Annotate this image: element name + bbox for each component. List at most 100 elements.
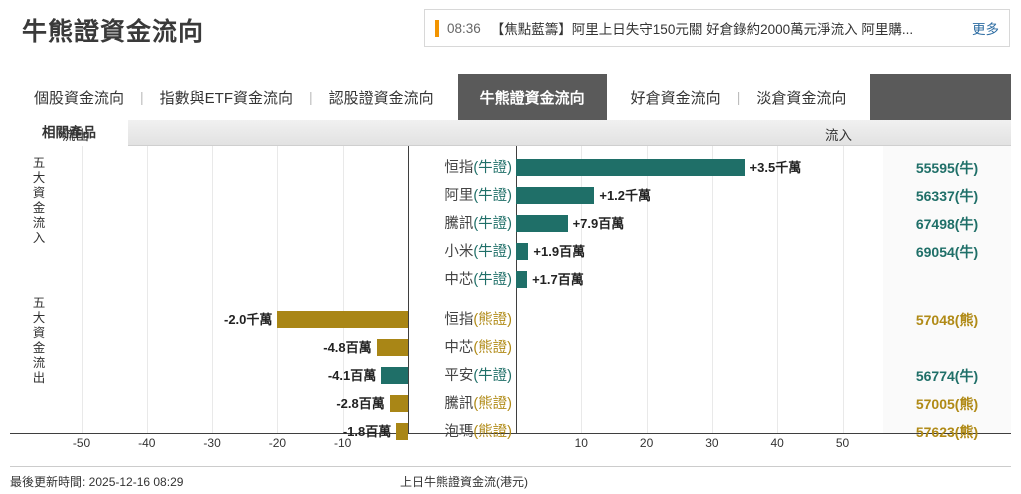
row-cbbc-type: (熊證): [473, 340, 512, 356]
related-product-code[interactable]: 55595(牛): [915, 160, 979, 176]
bar-value-label: -2.0千萬: [224, 312, 273, 327]
bar-value-label: -4.8百萬: [323, 340, 372, 355]
chart-row[interactable]: -4.8百萬 中芯(熊證): [10, 334, 1011, 362]
chart-row[interactable]: +7.9百萬 騰訊(牛證) 67498(牛): [10, 210, 1011, 238]
x-axis-tick: -20: [268, 436, 287, 450]
row-underlying-name: 騰訊: [444, 396, 474, 412]
related-product-code[interactable]: [883, 266, 1011, 294]
x-axis-tick: -40: [138, 436, 156, 450]
tab-separator: |: [736, 89, 741, 105]
gridline: [711, 146, 713, 433]
bar-outflow[interactable]: [376, 339, 408, 356]
cbbc-fund-flow-chart: 五大資金流入 五大資金流出 +3.5千萬 恒指(牛證) 55595(牛) +1.2千萬…: [10, 146, 1011, 440]
row-label[interactable]: 騰訊(牛證): [408, 210, 512, 238]
chart-column-header: 流出 流入 相關產品: [10, 120, 1011, 146]
tab-long-flow[interactable]: 好倉資金流向: [630, 89, 721, 107]
row-underlying-name: 小米: [444, 244, 474, 260]
related-product-code[interactable]: 69054(牛): [915, 244, 979, 260]
gridline: [146, 146, 148, 433]
row-label[interactable]: 恒指(牛證): [408, 154, 512, 182]
bar-value-label: -4.1百萬: [327, 368, 377, 383]
x-axis-tick: 20: [639, 436, 654, 450]
row-cbbc-type: (牛證): [473, 216, 512, 232]
bar-value-label: +7.9百萬: [572, 216, 625, 231]
tab-warrant-flow[interactable]: 認股證資金流向: [328, 89, 434, 107]
tab-stock-flow[interactable]: 個股資金流向: [34, 89, 125, 107]
gridline: [342, 146, 344, 433]
tab-bar: 個股資金流向 | 指數與ETF資金流向 | 認股證資金流向 牛熊證資金流向 好倉…: [10, 74, 1011, 120]
x-axis-tick: -10: [334, 436, 352, 450]
related-product-code[interactable]: 57623(熊): [915, 424, 979, 440]
bar-value-label: -2.8百萬: [336, 396, 385, 411]
row-label[interactable]: 中芯(熊證): [408, 334, 512, 362]
news-more-link[interactable]: 更多: [972, 22, 999, 37]
related-product-code[interactable]: 56337(牛): [915, 188, 979, 204]
related-product-code[interactable]: [883, 334, 1011, 362]
last-update-time: 最後更新時間: 2025-12-16 08:29: [10, 475, 184, 489]
bar-outflow[interactable]: [381, 367, 408, 384]
row-cbbc-type: (牛證): [473, 244, 512, 260]
chart-row[interactable]: +1.2千萬 阿里(牛證) 56337(牛): [10, 182, 1011, 210]
tab-separator: |: [140, 89, 144, 105]
bar-inflow[interactable]: [516, 271, 528, 288]
x-axis-tick: 40: [770, 436, 784, 450]
related-product-code[interactable]: 67498(牛): [915, 216, 979, 232]
chart-footer: 最後更新時間: 2025-12-16 08:29 上日牛熊證資金流(港元): [10, 466, 1011, 494]
bar-inflow[interactable]: [516, 243, 529, 260]
tab-cbbc-flow[interactable]: 牛熊證資金流向: [457, 74, 607, 120]
bar-inflow[interactable]: [516, 215, 568, 232]
row-label[interactable]: 平安(牛證): [408, 362, 512, 390]
chart-row[interactable]: +3.5千萬 恒指(牛證) 55595(牛): [10, 154, 1011, 182]
row-underlying-name: 阿里: [444, 188, 474, 204]
row-label[interactable]: 騰訊(熊證): [408, 390, 512, 418]
chart-caption: 上日牛熊證資金流(港元): [400, 475, 528, 489]
page-header: 牛熊證資金流向 08:36 【焦點藍籌】阿里上日失守150元關 好倉錄約2000…: [0, 0, 1021, 60]
chart-row[interactable]: -1.8百萬 泡瑪(熊證) 57623(熊): [10, 418, 1011, 446]
gridline: [581, 146, 583, 433]
tab-index-etf-flow[interactable]: 指數與ETF資金流向: [159, 89, 293, 107]
chart-rows: +3.5千萬 恒指(牛證) 55595(牛) +1.2千萬 阿里(牛證) 56337(牛)…: [10, 146, 1011, 440]
column-header-related-products: 相關產品: [10, 120, 128, 146]
x-axis-tick: 10: [574, 436, 588, 450]
row-label[interactable]: 阿里(牛證): [408, 182, 512, 210]
row-underlying-name: 恒指: [444, 312, 474, 328]
chart-row[interactable]: -4.1百萬 平安(牛證) 56774(牛): [10, 362, 1011, 390]
bar-outflow[interactable]: [277, 311, 408, 328]
related-product-code[interactable]: 56774(牛): [915, 368, 979, 384]
page-title: 牛熊證資金流向: [22, 18, 205, 46]
chart-x-axis: -50 -40 -30 -20 -10 10 20 30 40 50: [10, 434, 1011, 458]
bar-value-label: +3.5千萬: [749, 160, 802, 175]
related-product-code[interactable]: 57005(熊): [915, 396, 979, 412]
row-cbbc-type: (牛證): [473, 272, 512, 288]
bar-outflow[interactable]: [389, 395, 408, 412]
row-cbbc-type: (熊證): [473, 424, 512, 440]
x-axis-tick: 30: [705, 436, 719, 450]
zero-axis-line: [408, 146, 409, 433]
related-product-code[interactable]: 57048(熊): [915, 312, 979, 328]
gridline: [646, 146, 648, 433]
x-axis-tick: -50: [72, 436, 91, 450]
bar-value-label: -1.8百萬: [342, 424, 392, 439]
x-axis-tick: -30: [203, 436, 221, 450]
gridline: [212, 146, 214, 433]
chart-row[interactable]: -2.8百萬 騰訊(熊證) 57005(熊): [10, 390, 1011, 418]
row-label[interactable]: 恒指(熊證): [408, 306, 512, 334]
row-label[interactable]: 小米(牛證): [408, 238, 512, 266]
gridline: [81, 146, 83, 433]
bar-inflow[interactable]: [516, 187, 595, 204]
row-cbbc-type: (熊證): [473, 396, 512, 412]
bar-inflow[interactable]: [516, 159, 745, 176]
chart-row[interactable]: +1.7百萬 中芯(牛證): [10, 266, 1011, 294]
tab-group-right: 好倉資金流向 | 淡倉資金流向: [606, 74, 871, 120]
news-ticker[interactable]: 08:36 【焦點藍籌】阿里上日失守150元關 好倉錄約2000萬元淨流入 阿里…: [424, 9, 1010, 47]
row-label[interactable]: 泡瑪(熊證): [408, 418, 512, 446]
news-headline[interactable]: 【焦點藍籌】阿里上日失守150元關 好倉錄約2000萬元淨流入 阿里購...: [490, 22, 914, 37]
tab-short-flow[interactable]: 淡倉資金流向: [756, 89, 847, 107]
chart-row[interactable]: +1.9百萬 小米(牛證) 69054(牛): [10, 238, 1011, 266]
bar-outflow[interactable]: [396, 423, 408, 440]
chart-row[interactable]: -2.0千萬 恒指(熊證) 57048(熊): [10, 306, 1011, 334]
related-products-panel: [883, 146, 1011, 433]
row-cbbc-type: (牛證): [473, 188, 512, 204]
row-label[interactable]: 中芯(牛證): [408, 266, 512, 294]
bar-value-label: +1.7百萬: [532, 272, 584, 287]
